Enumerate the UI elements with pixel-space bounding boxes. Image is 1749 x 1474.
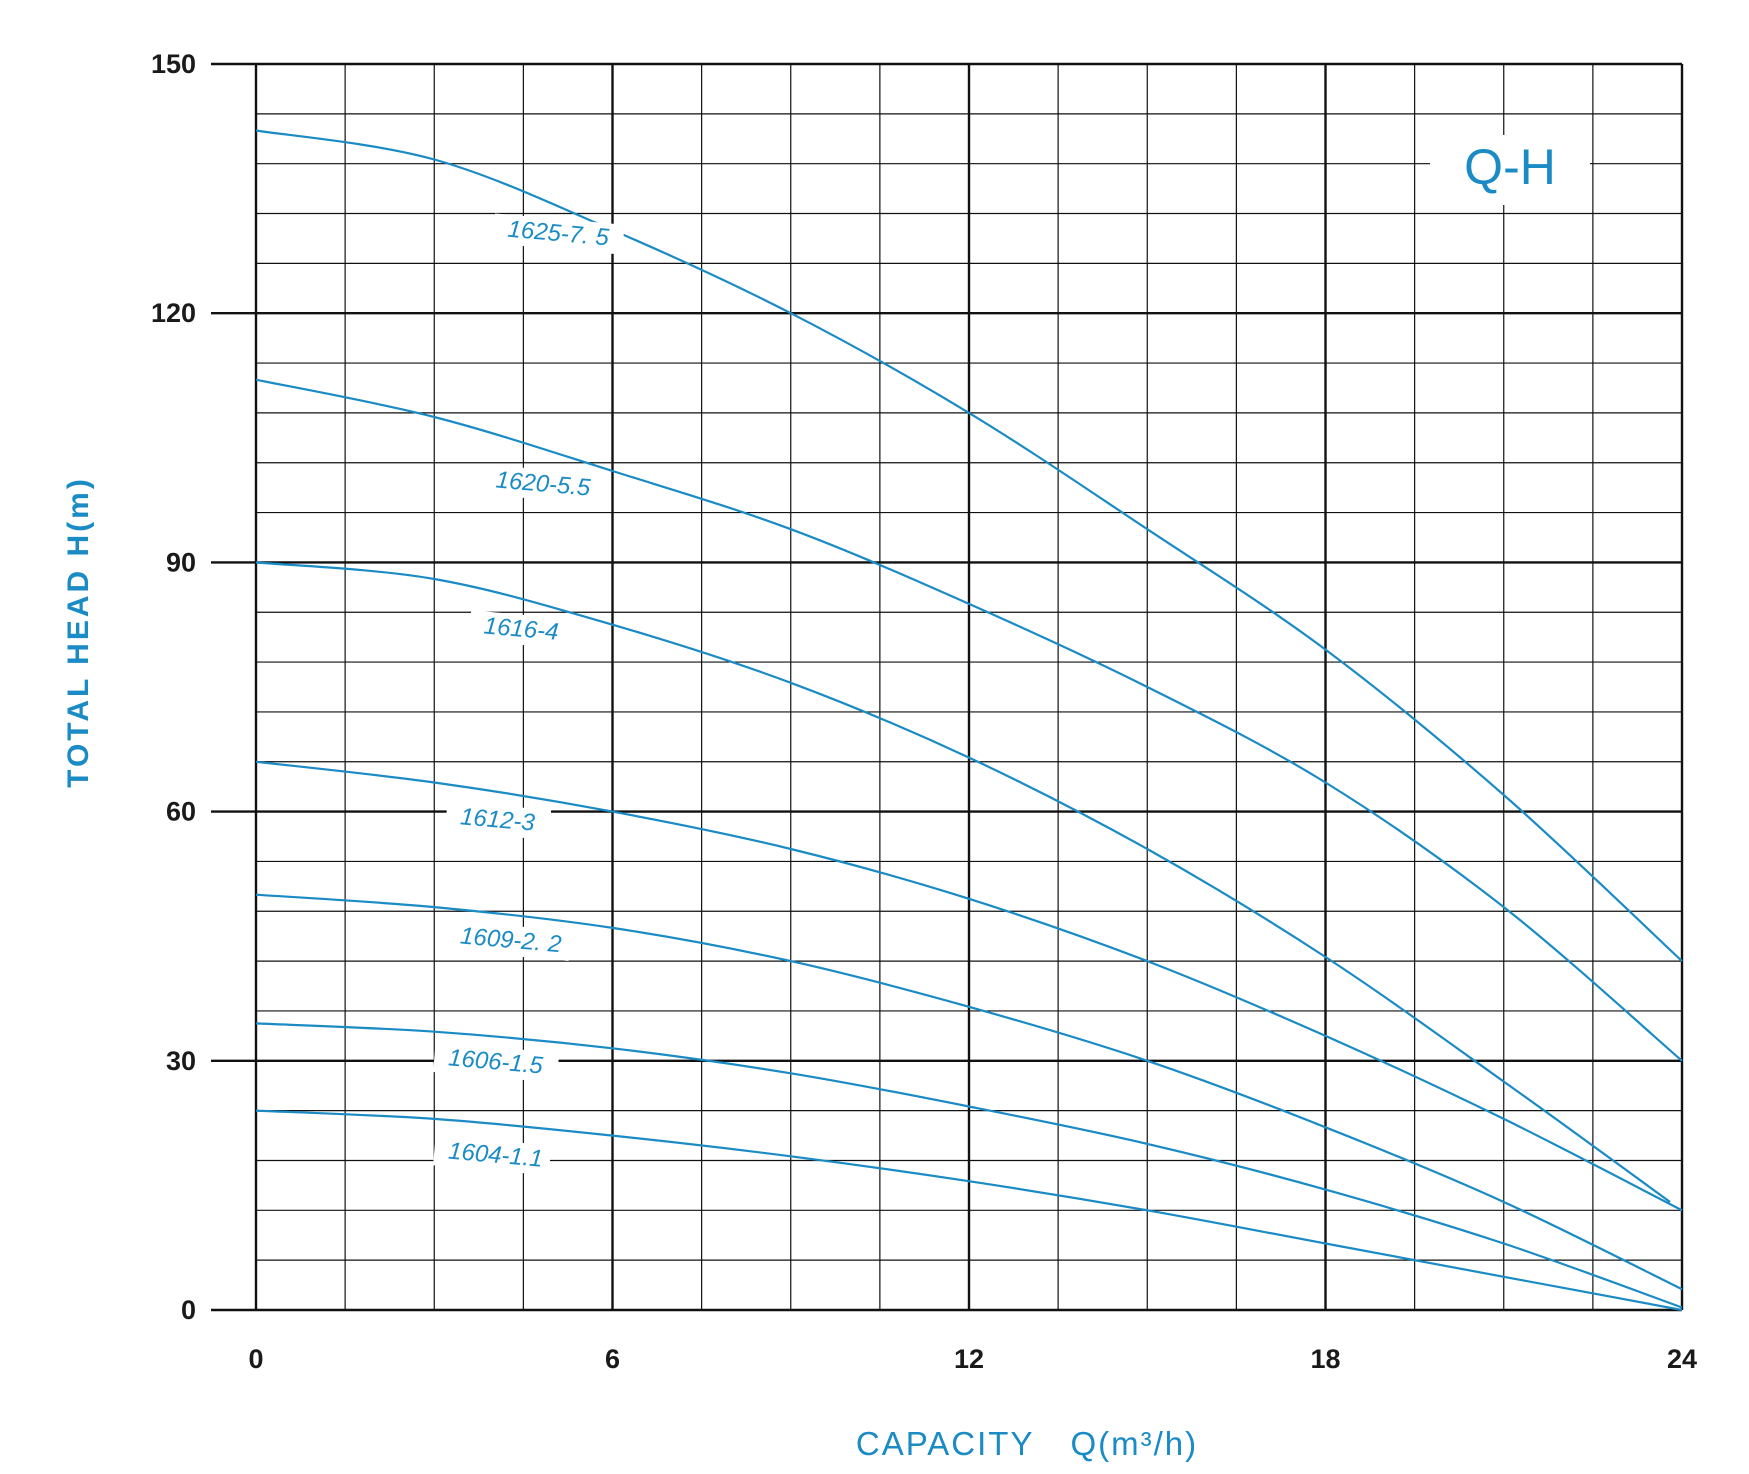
series-label-backdrop bbox=[433, 1042, 560, 1083]
title-backdrop bbox=[1430, 135, 1590, 205]
series-label-group-0: 1625-7. 5 bbox=[492, 213, 625, 255]
series-label-4: 1609-2. 2 bbox=[459, 922, 562, 958]
series-line-6 bbox=[255, 1109, 1683, 1312]
series-label-2: 1616-4 bbox=[483, 612, 560, 645]
y-tick-label: 30 bbox=[166, 1046, 196, 1076]
y-tick-label: 60 bbox=[166, 797, 196, 827]
series-label-3: 1612-3 bbox=[459, 803, 536, 836]
x-tick-label: 18 bbox=[1310, 1344, 1340, 1374]
series-label-group-6: 1604-1.1 bbox=[433, 1135, 552, 1176]
series-label-0: 1625-7. 5 bbox=[507, 216, 611, 252]
series-label-group-5: 1606-1.5 bbox=[433, 1042, 560, 1083]
x-tick-label: 24 bbox=[1667, 1344, 1697, 1374]
series-label-group-4: 1609-2. 2 bbox=[444, 920, 572, 961]
y-tick-label: 120 bbox=[151, 298, 196, 328]
x-tick-labels: 0 6 12 18 24 bbox=[248, 1344, 1697, 1374]
y-tick-label: 90 bbox=[166, 547, 196, 577]
series-line-4 bbox=[255, 893, 1683, 1291]
series-line-3 bbox=[255, 760, 1683, 1212]
series-label-backdrop bbox=[444, 920, 572, 961]
y-axis-title: TOTAL HEAD H(m) bbox=[62, 476, 95, 788]
series-line-2 bbox=[255, 561, 1671, 1203]
series-label-group-2: 1616-4 bbox=[468, 610, 575, 650]
y-tick-labels: 0 30 60 90 120 150 bbox=[151, 49, 196, 1325]
series-label-backdrop bbox=[492, 213, 625, 255]
x-axis-title-main: CAPACITY bbox=[856, 1425, 1035, 1462]
x-axis-title-unit: Q(m³/h) bbox=[1070, 1425, 1198, 1462]
x-axis-title: CAPACITY Q(m³/h) bbox=[856, 1425, 1198, 1462]
series-line-1 bbox=[255, 378, 1683, 1062]
y-tick-label: 150 bbox=[151, 49, 196, 79]
series-label-backdrop bbox=[468, 610, 575, 650]
series-lines bbox=[255, 129, 1683, 1312]
series-label-group-3: 1612-3 bbox=[444, 801, 552, 841]
x-tick-label: 0 bbox=[248, 1344, 263, 1374]
series-labels: 1625-7. 5 1620-5.5 1616-4 1612-3 1609-2. 2 16… bbox=[433, 213, 625, 1176]
x-tick-label: 12 bbox=[954, 1344, 984, 1374]
series-label-backdrop bbox=[433, 1135, 552, 1176]
series-label-backdrop bbox=[480, 464, 611, 506]
series-line-0 bbox=[255, 129, 1683, 962]
series-line-5 bbox=[255, 1022, 1683, 1309]
grid-major-lines bbox=[211, 62, 1684, 1312]
series-label-backdrop bbox=[444, 801, 552, 841]
chart-title: Q-H bbox=[1464, 139, 1556, 195]
y-tick-label: 0 bbox=[181, 1295, 196, 1325]
series-label-group-1: 1620-5.5 bbox=[480, 464, 611, 506]
x-tick-label: 6 bbox=[605, 1344, 620, 1374]
